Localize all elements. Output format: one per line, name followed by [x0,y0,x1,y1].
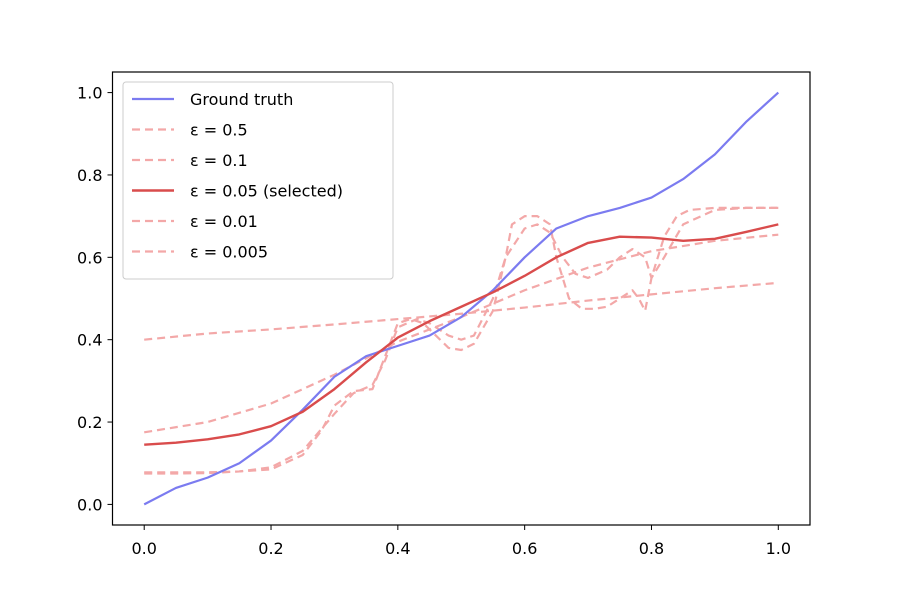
series-line-ground-truth [143,91,780,506]
y-tick-label: 0.4 [77,331,102,350]
y-axis: 0.0 0.2 0.4 0.6 0.8 1.0 [77,84,113,514]
legend-label: ε = 0.01 [190,212,258,231]
legend: Ground truth ε = 0.5 ε = 0.1 ε = 0.05 (sele… [122,81,394,280]
series-layer [143,91,780,506]
legend-label: ε = 0.05 (selected) [190,182,343,201]
y-tick-label: 0.8 [77,166,102,185]
y-tick-label: 0.2 [77,413,102,432]
series-line-eps-0-05 [144,223,779,446]
legend-label: ε = 0.1 [190,151,248,170]
x-tick-label: 0.2 [258,539,283,558]
x-tick-label: 0.6 [512,539,537,558]
legend-box [122,81,394,280]
legend-label: ε = 0.5 [190,121,248,140]
x-tick-label: 0.4 [385,539,410,558]
legend-label: Ground truth [190,90,293,109]
x-tick-label: 1.0 [766,539,791,558]
x-axis: 0.0 0.2 0.4 0.6 0.8 1.0 [131,525,791,558]
plot-frame [111,71,811,526]
x-tick-label: 0.0 [131,539,156,558]
legend-label: ε = 0.005 [190,243,268,262]
series-line-eps-0-5 [144,281,779,341]
series-line-eps-0-01 [144,206,779,475]
series-line-eps-0-005 [144,206,779,474]
y-tick-label: 0.6 [77,248,102,267]
x-tick-label: 0.8 [639,539,664,558]
y-tick-label: 1.0 [77,84,102,103]
y-tick-label: 0.0 [77,495,102,514]
